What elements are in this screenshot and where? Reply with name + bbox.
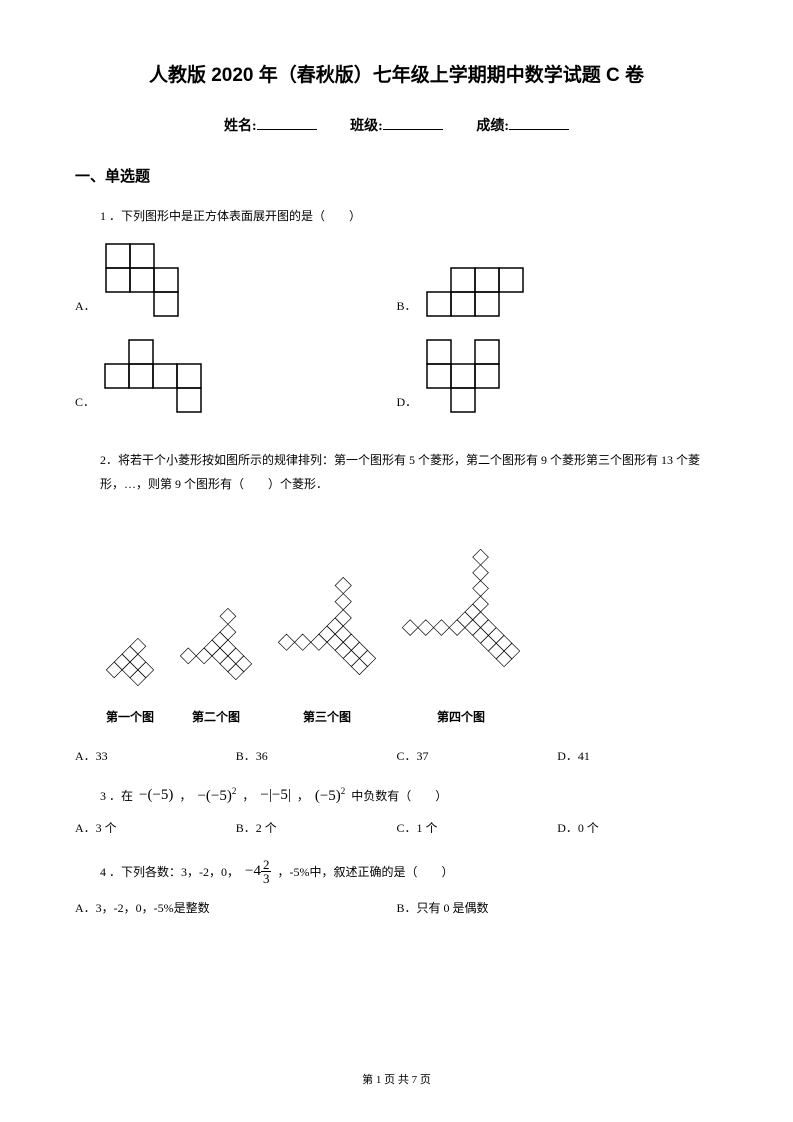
rhombus-fig2 — [179, 588, 253, 700]
rhombus-fig1 — [105, 624, 155, 700]
q2-text: 2．将若干个小菱形按如图所示的规律排列：第一个图形有 5 个菱形，第二个图形有 … — [100, 448, 718, 496]
q2-label1: 第一个图 — [105, 708, 155, 725]
q3-optD: D．0 个 — [557, 819, 718, 836]
q3-suffix: 中负数有（ ） — [351, 787, 447, 804]
q2-label3: 第三个图 — [277, 708, 377, 725]
q1-optC: C． — [75, 338, 397, 414]
q1-options: A． B． C． D． — [75, 242, 718, 434]
q2-optB: B．36 — [236, 747, 397, 764]
score-blank — [509, 129, 569, 130]
q3-prefix: 3 ．在 — [100, 787, 133, 804]
q3-comma3: ， — [297, 787, 309, 804]
q3-expr4: (−5)2 — [315, 786, 345, 805]
q1-optD-label: D． — [397, 393, 418, 414]
q3-expr2: −(−5)2 — [197, 786, 236, 805]
q4-suffix: ，-5%中，叙述正确的是（ ） — [277, 863, 453, 880]
q4-frac: −423 — [245, 858, 271, 885]
q2-figures — [105, 516, 718, 700]
class-blank — [383, 129, 443, 130]
section-heading: 一、单选题 — [75, 165, 718, 186]
q3-expr3: −|−5| — [260, 787, 290, 804]
rhombus-fig4 — [401, 516, 521, 700]
class-label: 班级: — [350, 119, 383, 134]
q2-label2: 第二个图 — [179, 708, 253, 725]
q1-optB: B． — [397, 242, 719, 318]
q4-optA: A．3，-2，0，-5%是整数 — [75, 899, 397, 916]
q3-optA: A．3 个 — [75, 819, 236, 836]
q2-optC: C．37 — [397, 747, 558, 764]
rhombus-fig3 — [277, 552, 377, 700]
q4-text: 4 ．下列各数：3，-2，0， −423 ，-5%中，叙述正确的是（ ） — [100, 858, 718, 885]
q1-optD: D． — [397, 338, 719, 414]
name-label: 姓名: — [224, 119, 257, 134]
info-line: 姓名: 班级: 成绩: — [75, 115, 718, 135]
q3-text: 3 ．在 −(−5) ， −(−5)2 ， −|−5| ， (−5)2 中负数有（ ） — [100, 786, 718, 805]
q2-optD: D．41 — [557, 747, 718, 764]
score-label: 成绩: — [476, 119, 509, 134]
q1-text: 1 ．下列图形中是正方体表面展开图的是（ ） — [100, 204, 718, 228]
q4-prefix: 4 ．下列各数：3，-2，0， — [100, 863, 239, 880]
q1-optC-label: C． — [75, 393, 95, 414]
q1-optB-label: B． — [397, 297, 417, 318]
q3-expr1: −(−5) — [139, 787, 173, 804]
q2-options: A．33 B．36 C．37 D．41 — [75, 747, 718, 764]
q1-optA-label: A． — [75, 297, 96, 318]
page-title: 人教版 2020 年（春秋版）七年级上学期期中数学试题 C 卷 — [75, 60, 718, 87]
q2-optA: A．33 — [75, 747, 236, 764]
q4-options: A．3，-2，0，-5%是整数 B．只有 0 是偶数 — [75, 899, 718, 916]
q3-options: A．3 个 B．2 个 C．1 个 D．0 个 — [75, 819, 718, 836]
q2-labels: 第一个图 第二个图 第三个图 第四个图 — [105, 708, 718, 725]
q2-label4: 第四个图 — [401, 708, 521, 725]
name-blank — [257, 129, 317, 130]
net-A-svg — [104, 242, 180, 318]
q1-optA: A． — [75, 242, 397, 318]
q3-comma2: ， — [242, 787, 254, 804]
net-B-svg — [425, 266, 525, 318]
q3-comma1: ， — [179, 787, 191, 804]
q3-optC: C．1 个 — [397, 819, 558, 836]
q4-optB: B．只有 0 是偶数 — [397, 899, 719, 916]
net-D-svg — [425, 338, 501, 414]
page-footer: 第 1 页 共 7 页 — [0, 1071, 793, 1087]
net-C-svg — [103, 338, 203, 414]
q3-optB: B．2 个 — [236, 819, 397, 836]
